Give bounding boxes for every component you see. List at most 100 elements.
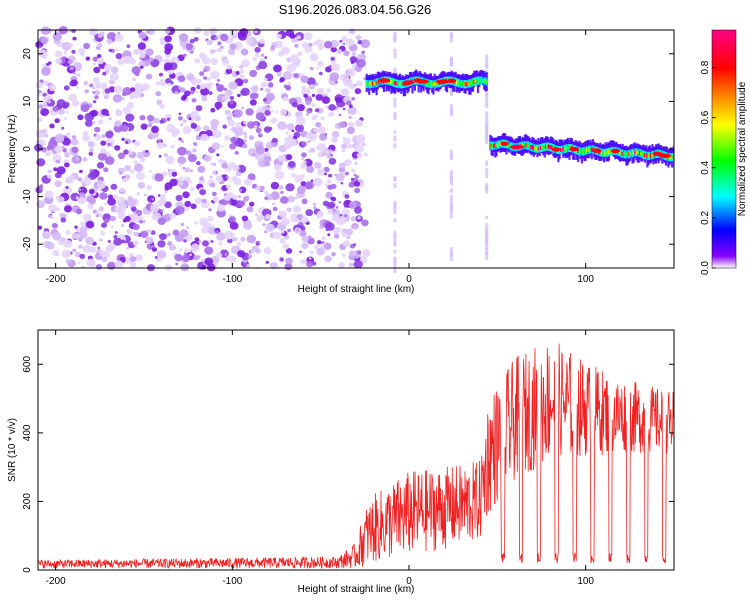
noise-blob	[40, 108, 49, 117]
noise-blob	[98, 206, 104, 212]
noise-blob	[249, 201, 255, 207]
noise-blob	[185, 150, 192, 156]
noise-blob	[221, 96, 227, 101]
noise-blob	[139, 220, 144, 224]
noise-blob	[277, 156, 282, 161]
trace-core	[605, 150, 608, 155]
trace-core	[637, 150, 640, 155]
noise-blob	[215, 230, 219, 234]
y-tick-label: 10	[22, 95, 33, 107]
noise-blob	[241, 215, 249, 222]
noise-blob	[328, 149, 333, 154]
noise-blob	[292, 205, 302, 214]
noise-blob	[101, 256, 108, 263]
noise-blob	[229, 143, 237, 150]
noise-blob	[77, 114, 84, 121]
noise-blob	[44, 190, 54, 199]
noise-blob	[357, 40, 363, 45]
noise-blob	[63, 253, 67, 257]
noise-blob	[188, 180, 192, 184]
trace-core	[376, 80, 379, 85]
noise-blob	[232, 165, 240, 172]
noise-blob	[355, 175, 360, 179]
trace-core	[521, 143, 524, 148]
noise-blob	[226, 176, 230, 179]
noise-blob	[350, 216, 357, 222]
noise-blob	[95, 264, 102, 270]
noise-blob	[101, 134, 106, 138]
noise-blob	[210, 31, 214, 35]
noise-blob	[202, 240, 209, 247]
noise-blob	[249, 69, 258, 77]
noise-blob	[229, 128, 233, 131]
noise-blob	[339, 73, 350, 82]
noise-blob	[336, 216, 347, 225]
noise-blob	[294, 196, 298, 200]
trace-core	[648, 153, 651, 158]
noise-blob	[151, 125, 159, 133]
noise-blob	[204, 246, 214, 255]
trace-core	[646, 153, 649, 158]
noise-blob	[97, 33, 104, 38]
noise-blob	[243, 178, 252, 186]
noise-blob	[56, 166, 66, 175]
streak-blob	[485, 128, 489, 137]
noise-blob	[264, 147, 269, 152]
noise-blob	[151, 247, 157, 252]
x-tick-label: 100	[577, 274, 594, 285]
noise-blob	[320, 116, 325, 121]
noise-blob	[342, 228, 347, 233]
noise-blob	[255, 127, 262, 134]
snr-x-label: Height of straight line (km)	[298, 584, 415, 595]
noise-blob	[65, 176, 74, 184]
noise-blob	[341, 35, 348, 42]
trace-core	[619, 150, 622, 155]
streak-blob	[485, 160, 489, 166]
noise-blob	[338, 166, 346, 173]
streak-blob	[449, 204, 453, 210]
noise-blob	[73, 72, 76, 75]
noise-blob	[311, 56, 317, 61]
streak-blob	[393, 135, 397, 142]
noise-blob	[121, 224, 125, 227]
noise-blob	[351, 97, 356, 101]
spectrogram-y-axis: -20 -10 0 10 20	[22, 48, 674, 251]
noise-blob	[199, 189, 207, 196]
noise-blob	[109, 72, 120, 82]
noise-blob	[301, 235, 309, 243]
noise-blob	[229, 221, 239, 230]
noise-blob	[324, 242, 332, 250]
noise-blob	[101, 222, 107, 228]
noise-blob	[255, 186, 260, 191]
noise-blob	[201, 198, 207, 204]
streak-blob	[393, 32, 397, 43]
noise-blob	[124, 215, 131, 222]
streak-blob	[393, 265, 397, 273]
trace-core	[603, 151, 606, 155]
noise-blob	[121, 97, 125, 101]
noise-blob	[170, 144, 175, 149]
noise-blob	[179, 181, 184, 186]
noise-blob	[209, 175, 213, 179]
noise-blob	[338, 121, 346, 128]
noise-blob	[252, 153, 256, 157]
noise-blob	[191, 98, 197, 103]
trace-core	[491, 143, 494, 148]
noise-blob	[228, 255, 237, 263]
noise-blob	[85, 237, 94, 245]
noise-blob	[267, 82, 274, 88]
noise-blob	[313, 204, 317, 208]
noise-blob	[228, 216, 236, 223]
noise-blob	[73, 233, 80, 240]
noise-blob	[177, 75, 186, 83]
noise-blob	[131, 66, 141, 75]
streak-blob	[485, 54, 489, 59]
noise-blob	[79, 169, 83, 173]
noise-blob	[317, 240, 322, 245]
noise-blob	[300, 162, 308, 169]
trace-peak	[402, 80, 414, 85]
noise-blob	[325, 183, 328, 186]
noise-blob	[38, 104, 44, 109]
noise-blob	[52, 105, 59, 112]
trace-core	[668, 155, 671, 160]
